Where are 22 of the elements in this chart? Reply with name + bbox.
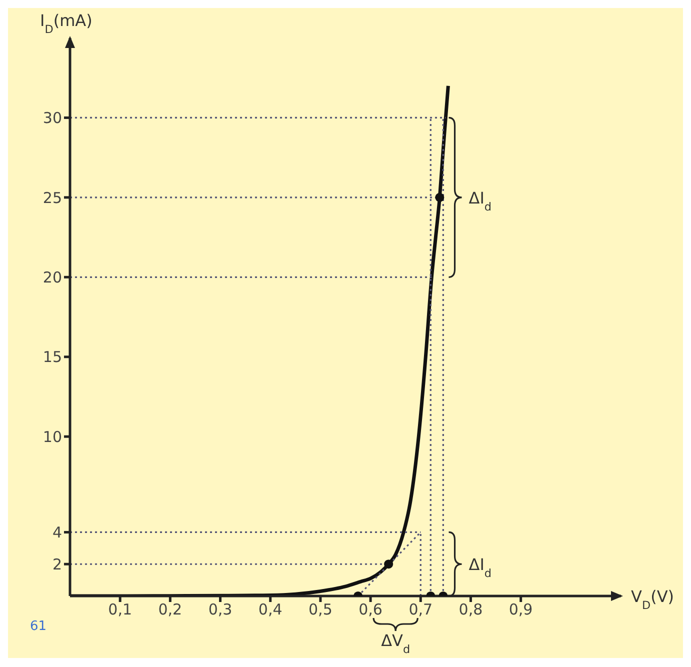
x-tick-label: 0,9 [508, 600, 533, 619]
y-axis-title: I$_{D}$(mA) [40, 11, 92, 36]
x-tick-label: 0,5 [308, 600, 332, 619]
x-tick-label: 0,4 [258, 600, 282, 619]
y-tick-label: 2 [52, 555, 62, 574]
y-tick-label: 20 [42, 268, 62, 286]
x-tick-label: 0,6 [358, 600, 382, 619]
x-tick-label: 0,2 [158, 600, 182, 619]
y-tick-label: 25 [42, 188, 62, 207]
x-axis-title: V$_{D}$(V) [631, 587, 674, 612]
x-tick-label: 0,1 [108, 600, 132, 619]
y-tick-label: 10 [42, 428, 62, 446]
x-tick-label: 0,7 [408, 600, 433, 619]
y-tick-label: 4 [52, 524, 62, 542]
y-tick-label: 15 [42, 348, 62, 366]
annotation: ΔI$_{d}$ [468, 555, 492, 580]
annotation: ΔI$_{d}$ [468, 188, 492, 213]
x-tick-label: 0,8 [458, 600, 483, 619]
x-tick-label: 0,3 [208, 600, 232, 619]
text: 61 [30, 619, 47, 634]
text: ΔV$_{d}$ [381, 631, 410, 656]
y-tick-label: 30 [42, 109, 62, 128]
